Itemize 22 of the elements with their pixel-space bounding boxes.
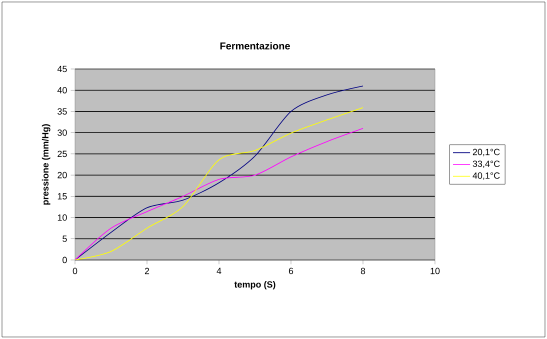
y-tick-label: 20 <box>58 172 67 178</box>
x-tick-label: 6 <box>288 268 294 274</box>
y-tick-label: 0 <box>62 256 67 264</box>
x-tick-label: 2 <box>144 268 150 274</box>
x-tick-label: 10 <box>430 268 440 274</box>
y-tick-label: 30 <box>58 129 67 136</box>
y-tick-label: 5 <box>62 236 67 242</box>
legend-label: 20,1°C <box>472 148 500 156</box>
y-tick-label: 45 <box>57 66 67 72</box>
y-tick-label: 40 <box>57 87 67 94</box>
y-tick-label: 35 <box>58 108 67 115</box>
x-axis-title: tempo (S) <box>234 281 276 290</box>
chart-title: Fermentazione <box>220 42 290 50</box>
legend-label: 40,1°C <box>472 172 500 180</box>
x-tick-label: 0 <box>72 268 78 274</box>
x-tick-label: 4 <box>216 268 222 274</box>
legend-label: 33,4°C <box>472 160 500 168</box>
y-axis-title: pressione (mm/Hg) <box>42 124 50 205</box>
y-tick-label: 10 <box>58 214 67 221</box>
x-tick-label: 8 <box>360 268 366 274</box>
y-tick-label: 25 <box>58 150 67 158</box>
y-tick-label: 15 <box>58 193 67 200</box>
